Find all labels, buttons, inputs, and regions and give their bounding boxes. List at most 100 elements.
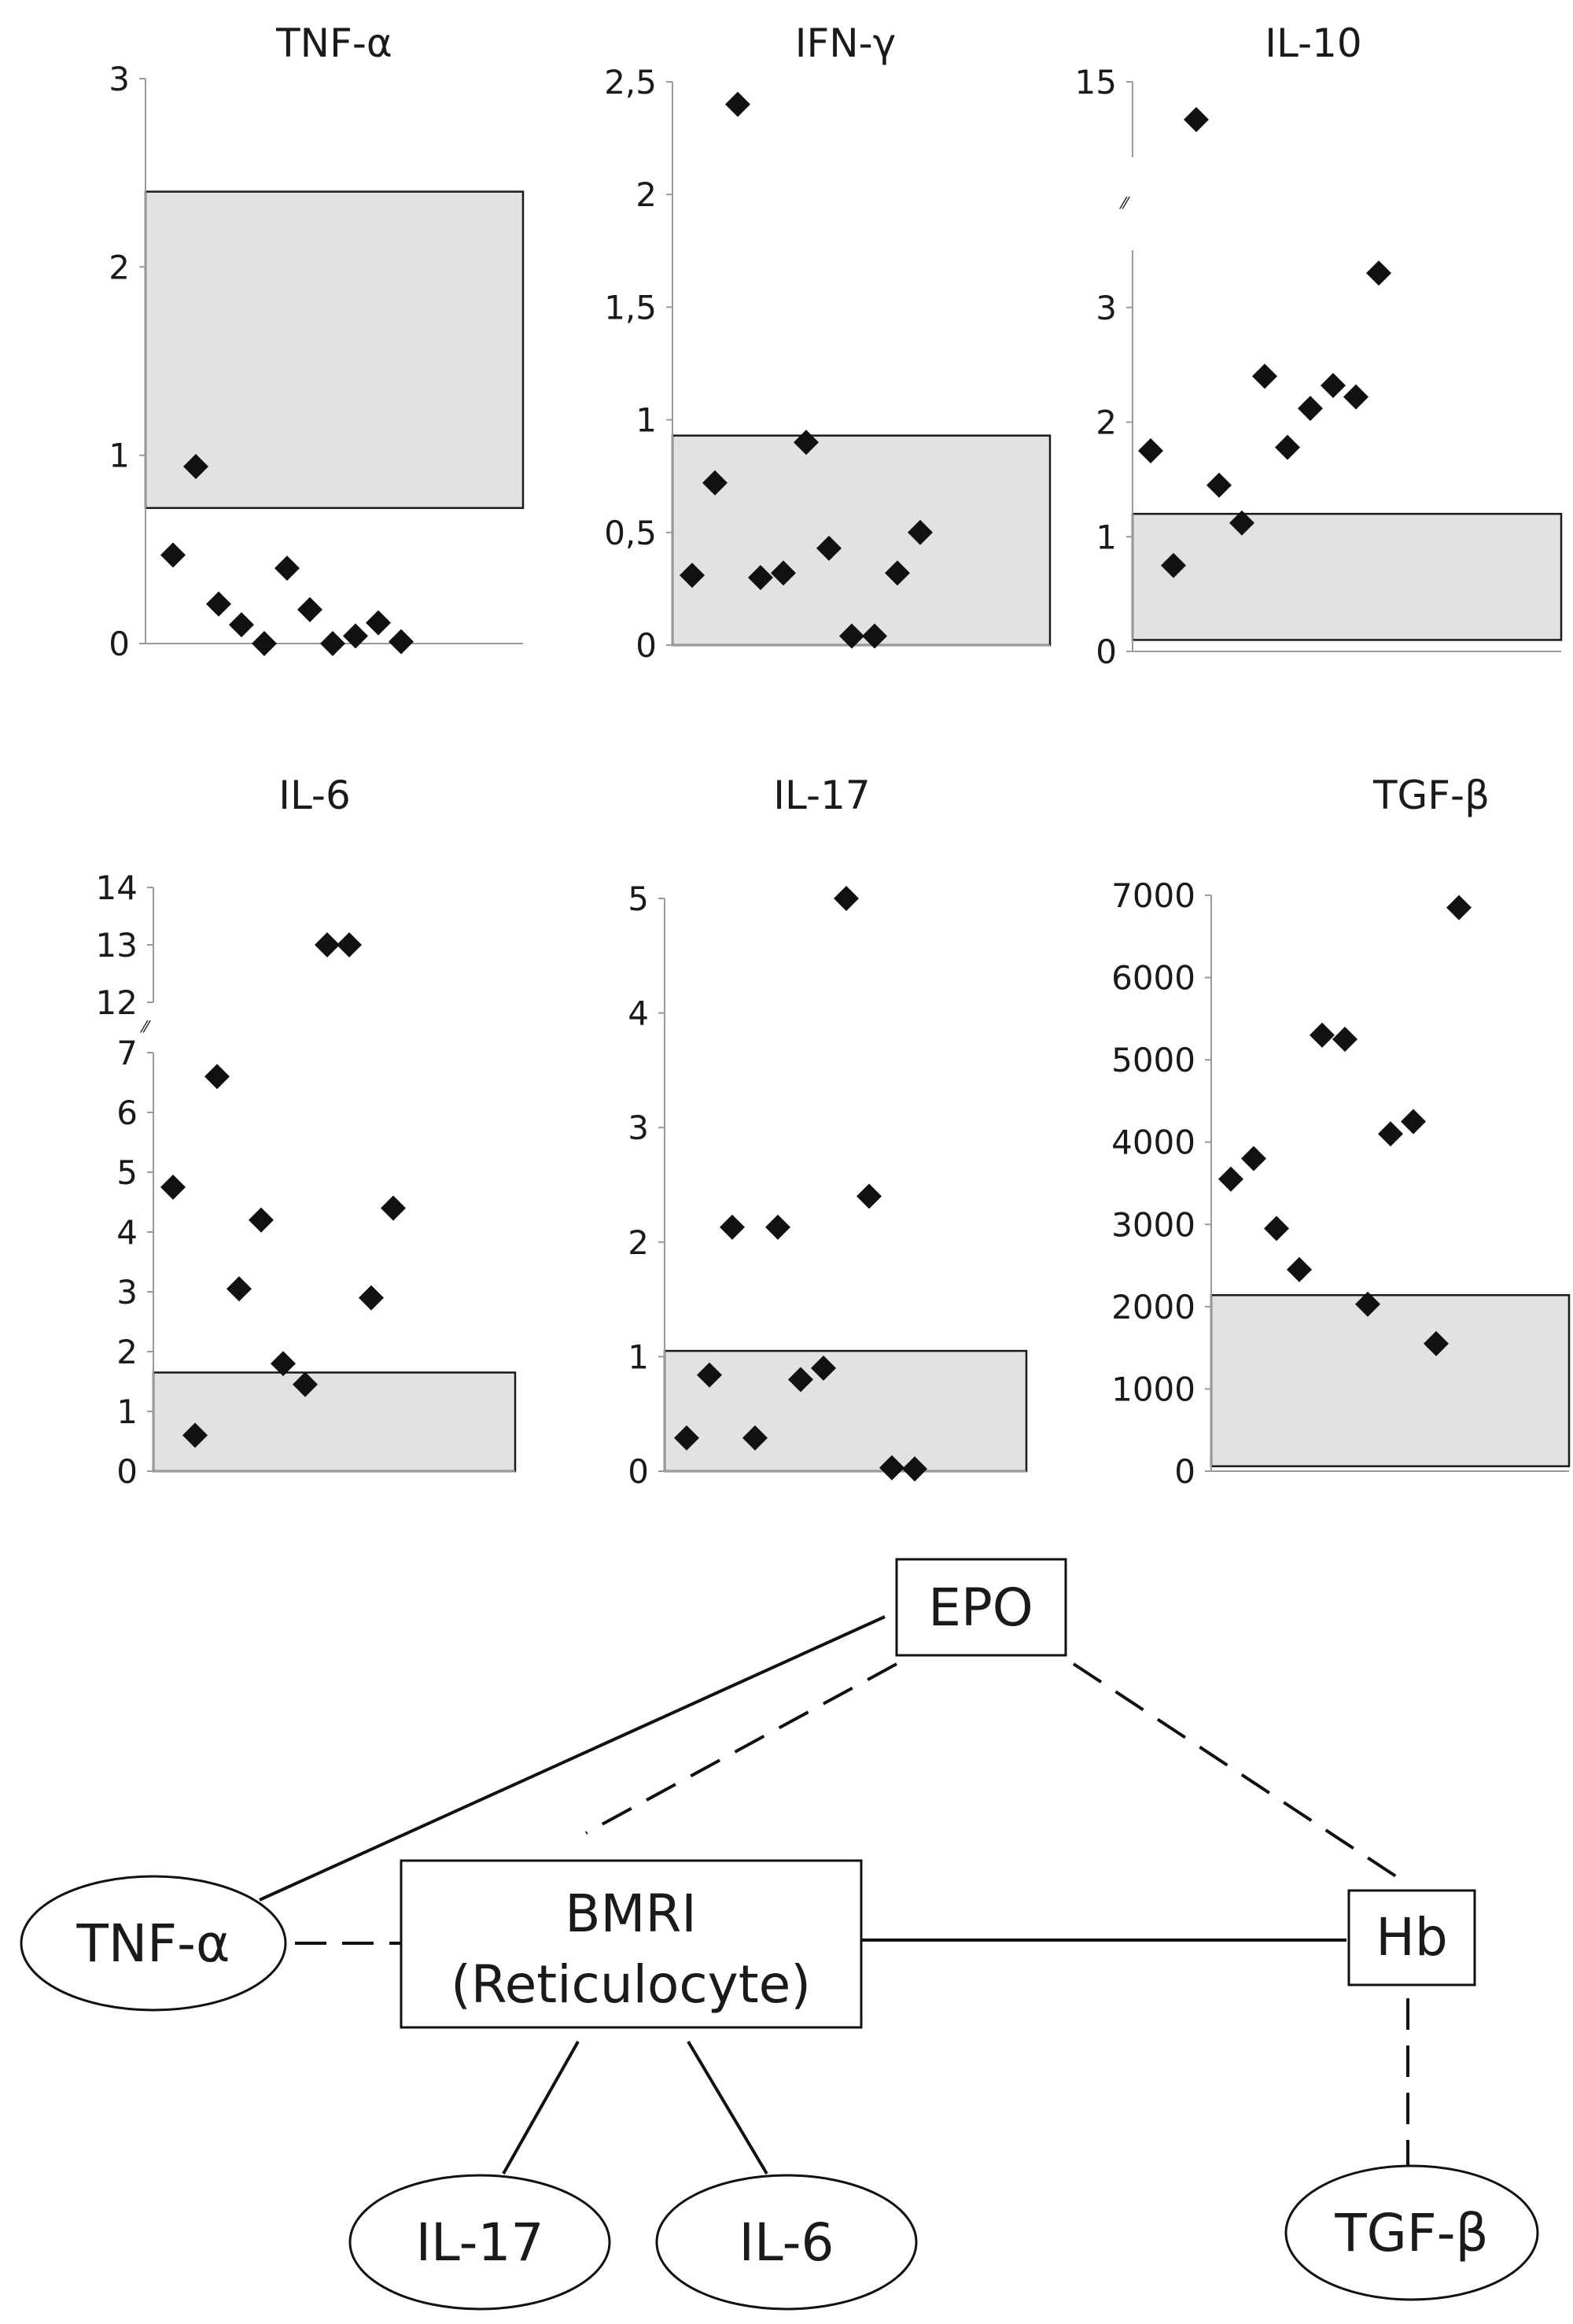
node-bmri-label: BMRI [565, 1883, 697, 1944]
data-point [297, 596, 322, 622]
data-point [160, 1175, 186, 1200]
edge-epo-tnf [259, 1615, 886, 1902]
data-point [1332, 1027, 1357, 1052]
chart-2: 0 0,5 1 1,5 2 2,5 IFN-γ [604, 20, 1052, 665]
node-il6-label: IL-6 [739, 2212, 834, 2273]
data-point [674, 1425, 699, 1451]
y-tick-label: 5000 [1111, 1041, 1195, 1079]
data-point [697, 1362, 722, 1388]
y-tick-label: 12 [96, 983, 138, 1022]
y-tick-label: 3 [116, 1273, 138, 1311]
data-point [794, 430, 819, 456]
data-point [389, 629, 414, 655]
chart-title: TNF-α [275, 20, 392, 66]
data-point [788, 1367, 813, 1393]
data-point [1138, 438, 1163, 463]
y-tick-label: 7000 [1111, 876, 1195, 915]
data-point [856, 1183, 882, 1209]
edge-bmri-il6 [687, 2040, 768, 2175]
y-tick-label: 6 [116, 1094, 138, 1132]
data-point [902, 1456, 927, 1482]
data-point [834, 886, 859, 911]
y-tick-label: 1 [635, 401, 657, 440]
y-tick-label: 0 [116, 1452, 138, 1491]
reference-range-box [1131, 512, 1563, 641]
chart-title: IL-17 [773, 773, 870, 818]
data-point [227, 1276, 252, 1302]
axis-break-mark: ⁄⁄ [140, 1017, 151, 1036]
data-point [765, 1214, 790, 1240]
y-tick-label: 3 [109, 60, 130, 98]
y-tick-label: 4000 [1111, 1123, 1195, 1162]
node-il17-label: IL-17 [416, 2212, 544, 2273]
y-tick-label: 5 [116, 1153, 138, 1192]
data-point [274, 555, 300, 581]
data-point [680, 563, 705, 588]
chart-5: 0 1 2 3 4 5 IL-17 [628, 773, 1028, 1491]
y-tick-label: 2,5 [604, 63, 657, 101]
edge-epo-bmri [585, 1662, 897, 1835]
data-point [1366, 260, 1391, 286]
y-tick-label: 0,5 [604, 514, 657, 552]
y-tick-label: 6000 [1111, 959, 1195, 998]
data-point [366, 610, 391, 636]
y-tick-label: 1000 [1111, 1370, 1195, 1408]
reference-range-box [663, 1349, 1028, 1473]
data-point [293, 1371, 318, 1397]
data-point [742, 1425, 768, 1451]
node-tgf-label: TGF-β [1334, 2203, 1488, 2263]
data-point [748, 565, 773, 591]
data-point [1401, 1109, 1426, 1134]
y-tick-label: 2000 [1111, 1288, 1195, 1326]
cytokine-charts: 0123TNF-α00,511,522,5IFN-γ⁄⁄012315IL-10⁄… [96, 20, 1571, 1491]
y-tick-label: 0 [635, 626, 657, 665]
y-tick-label: 4 [628, 994, 649, 1033]
data-point [1241, 1145, 1266, 1171]
y-tick-label: 2 [635, 175, 657, 214]
data-point [816, 535, 842, 561]
y-tick-label: 3 [628, 1109, 649, 1147]
y-tick-label: 3000 [1111, 1205, 1195, 1244]
reference-range-box [144, 190, 525, 509]
y-tick-label: 1 [628, 1337, 649, 1376]
reference-range-box [1210, 1293, 1571, 1467]
edge-bmri-il17 [502, 2041, 580, 2175]
chart-title: IL-10 [1265, 20, 1361, 66]
node-il17: IL-17 [348, 2174, 611, 2311]
y-tick-label: 15 [1075, 63, 1117, 101]
y-tick-label: 14 [96, 869, 138, 907]
data-point [1378, 1121, 1403, 1147]
data-point [862, 623, 887, 649]
node-tnf: TNF-α [20, 1875, 287, 2012]
chart-title: IFN-γ [795, 20, 897, 66]
y-tick-label: 2 [1096, 404, 1117, 442]
y-tick-label: 1 [116, 1393, 138, 1431]
y-tick-label: 0 [628, 1452, 649, 1491]
node-tgf: TGF-β [1284, 2164, 1539, 2301]
data-point [337, 932, 362, 957]
reference-range-box [152, 1371, 517, 1473]
y-tick-label: 0 [109, 625, 130, 663]
data-point [885, 560, 910, 586]
y-tick-label: 0 [1096, 633, 1117, 671]
chart-title: IL-6 [278, 773, 351, 818]
chart-6: 0 1000 2000 3000 4000 5000 6000 7000 TGF-β [1111, 773, 1571, 1491]
edge-epo-hb [1072, 1662, 1398, 1878]
data-point [839, 623, 864, 649]
reference-range-box [671, 434, 1052, 647]
data-point [1206, 472, 1232, 498]
data-point [1184, 107, 1209, 132]
data-point [1218, 1166, 1243, 1192]
y-tick-label: 1 [1096, 518, 1117, 556]
data-point [206, 591, 231, 617]
data-point [1343, 384, 1369, 410]
data-point [204, 1064, 230, 1090]
data-point [725, 91, 750, 117]
data-point [1275, 434, 1300, 460]
data-point [252, 631, 277, 656]
data-point [1310, 1022, 1335, 1048]
data-point [1298, 396, 1323, 422]
y-tick-label: 1 [109, 437, 130, 475]
data-point [1287, 1256, 1312, 1282]
